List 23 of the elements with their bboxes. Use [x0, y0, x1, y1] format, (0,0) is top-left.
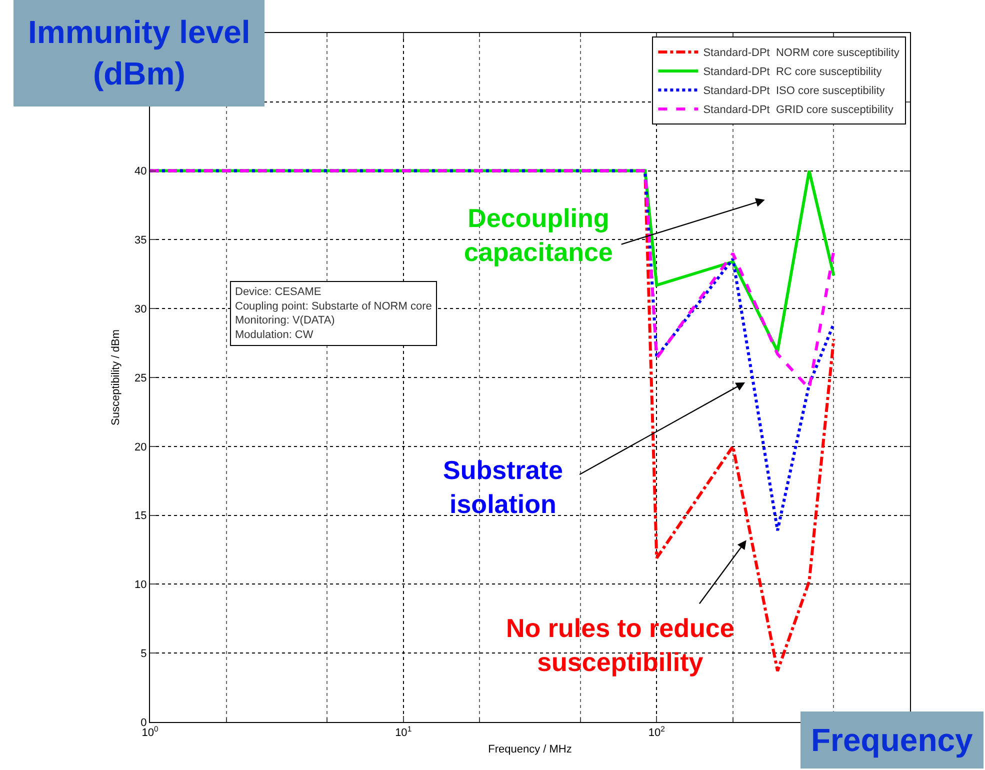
y-tick-label: 5: [140, 648, 147, 660]
y-tick-label: 0: [140, 716, 147, 729]
annotation: Frequency: [811, 722, 974, 758]
y-tick-label: 40: [134, 166, 147, 178]
y-axis-title: Susceptibility / dBm: [110, 330, 122, 426]
annotation: Device: CESAME Coupling point: Substarte of NORM core Monitoring: V(DATA) Modulation: CW: [235, 286, 432, 341]
annotation: Decoupling capacitance: [464, 203, 613, 267]
annotation: No rules to reduce susceptibility: [506, 613, 734, 677]
legend-label: Standard-DPt NORM core susceptibility: [703, 47, 900, 60]
y-tick-label: 20: [134, 441, 147, 454]
y-tick-label: 35: [134, 234, 147, 247]
legend-label: Standard-DPt GRID core susceptibility: [703, 104, 894, 116]
annotation: Immunity level (dBm): [28, 14, 250, 92]
y-tick-label: 25: [134, 372, 147, 384]
legend-label: Standard-DPt RC core susceptibility: [703, 66, 882, 78]
x-tick-label: 10$^{2}$: [648, 724, 665, 740]
y-tick-label: 30: [134, 303, 147, 316]
x-axis-title: Frequency / MHz: [488, 743, 572, 756]
y-tick-label: 15: [134, 510, 147, 522]
y-tick-label: 10: [134, 579, 147, 592]
x-tick-label: 10$^{1}$: [395, 724, 412, 740]
annotation: Substrate isolation: [443, 455, 563, 519]
legend-label: Standard-DPt ISO core susceptibility: [703, 85, 886, 98]
